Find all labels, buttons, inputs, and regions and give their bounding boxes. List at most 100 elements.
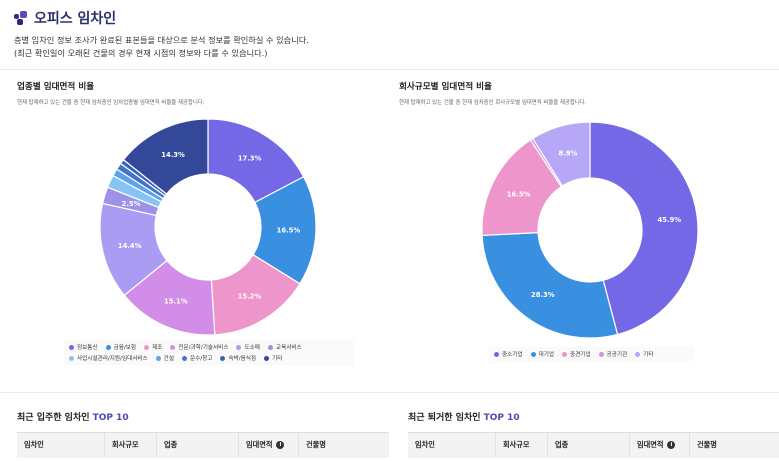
industry-donut-chart: 17.3% 16.5% 15.2% 15.1% 14.4% 2.5% 14.3%	[99, 118, 317, 336]
legend-item-제조[interactable]: 제조	[144, 343, 162, 351]
legend-item-숙박-음식점[interactable]: 숙박/음식점	[220, 354, 256, 362]
legend-dot	[494, 351, 499, 357]
legend-label: 제조	[152, 345, 163, 351]
info-icon[interactable]: i	[667, 441, 676, 449]
page-description-line2: (최근 확인일이 오래된 건물의 경우 현재 시점의 정보와 다를 수 있습니다…	[14, 48, 268, 58]
size-panel-subtitle: 현재 탑재하고 있는 건물 중 현재 임차중인 회사규모별 임대면적 비율을 제…	[399, 100, 587, 106]
legend-dot	[181, 355, 187, 361]
slice-중소기업[interactable]	[589, 121, 699, 336]
column-industry[interactable]: 업종	[157, 433, 239, 457]
recent-in-title-accent: TOP 10	[92, 413, 129, 423]
legend-dot	[69, 355, 74, 361]
legend-label: 사업시설관리/지원/임대서비스	[77, 356, 148, 362]
legend-item-교육서비스[interactable]: 교육서비스	[267, 343, 302, 351]
legend-dot	[69, 344, 74, 350]
legend-item-기타[interactable]: 기타	[635, 350, 654, 358]
legend-item-중소기업[interactable]: 중소기업	[494, 350, 523, 358]
column-company-size[interactable]: 회사규모	[496, 433, 548, 457]
slice-label-교육서비스: 2.5%	[122, 200, 141, 208]
column-industry[interactable]: 업종	[548, 433, 630, 457]
column-building-name[interactable]: 건물명	[697, 440, 717, 449]
recent-out-title-accent: TOP 10	[483, 413, 520, 423]
legend-item-전문-과학-기술서비스[interactable]: 전문/과학/기술서비스	[170, 343, 228, 351]
legend-label: 기타	[272, 356, 283, 362]
legend-label: 건설	[163, 356, 174, 362]
legend-label: 숙박/음식점	[228, 356, 257, 362]
column-building-name[interactable]: 건물명	[306, 440, 326, 449]
header-divider	[0, 69, 779, 70]
legend-dot	[155, 355, 161, 361]
legend-label: 대기업	[538, 352, 555, 358]
recent-in-title-text: 최근 입주한 임차인	[17, 413, 93, 423]
recent-in-table-header: 임차인 회사규모 업종 임대면적 i 건물명	[17, 432, 389, 458]
slice-label-기타: 8.9%	[558, 150, 577, 158]
legend-dot	[220, 355, 226, 361]
legend-label: 운수/창고	[189, 356, 213, 362]
legend-dot	[264, 355, 270, 361]
legend-item-공공기관[interactable]: 공공기관	[598, 350, 628, 358]
size-ratio-panel: 회사규모별 임대면적 비율 현재 탑재하고 있는 건물 중 현재 임차중인 회사…	[399, 80, 586, 106]
legend-item-기타[interactable]: 기타	[264, 354, 282, 362]
legend-item-중견기업[interactable]: 중견기업	[562, 350, 591, 358]
section-divider	[0, 392, 779, 393]
slice-대기업[interactable]	[481, 231, 619, 339]
industry-ratio-panel: 업종별 임대면적 비율 현재 탑재하고 있는 건물 중 현재 임차중인 임차업종…	[17, 80, 204, 106]
legend-label: 금융/보험	[113, 345, 137, 351]
legend-dot	[105, 344, 111, 350]
slice-label-중소기업: 45.9%	[658, 216, 682, 224]
slice-label-중견기업: 16.5%	[507, 190, 531, 198]
legend-item-대기업[interactable]: 대기업	[530, 350, 555, 358]
legend-dot	[635, 351, 641, 357]
legend-label: 전문/과학/기술서비스	[178, 345, 229, 351]
slice-label-정보통신: 17.3%	[238, 155, 262, 163]
legend-item-금융-보험[interactable]: 금융/보험	[105, 343, 137, 351]
slice-label-제조: 15.2%	[238, 293, 262, 301]
legend-label: 기타	[643, 352, 654, 358]
legend-dot	[267, 344, 273, 350]
legend-item-정보통신[interactable]: 정보통신	[69, 343, 98, 351]
legend-dot	[236, 344, 242, 350]
legend-label: 공공기관	[606, 352, 628, 358]
legend-label: 교육서비스	[275, 345, 302, 351]
column-lease-area[interactable]: 임대면적 i	[630, 433, 690, 457]
legend-dot	[598, 351, 604, 357]
page-header: 오피스 임차인 층별 임차인 정보 조사가 완료된 표본들을 대상으로 분석 정…	[14, 8, 774, 60]
column-lease-area-label: 임대면적	[637, 440, 664, 449]
page-description-line1: 층별 임차인 정보 조사가 완료된 표본들을 대상으로 분석 정보를 확인하실 …	[14, 35, 309, 45]
legend-item-도소매[interactable]: 도소매	[236, 343, 260, 351]
legend-item-사업시설관리-지원-임대서비스[interactable]: 사업시설관리/지원/임대서비스	[69, 354, 148, 362]
slice-label-도소매: 14.4%	[118, 242, 142, 250]
recent-out-title: 최근 퇴거한 임차인 TOP 10	[408, 410, 520, 423]
slice-기타[interactable]	[531, 121, 591, 187]
recent-out-title-text: 최근 퇴거한 임차인	[408, 413, 484, 423]
industry-panel-subtitle: 현재 탑재하고 있는 건물 중 현재 임차중인 임차업종별 임대면적 비율을 제…	[17, 100, 205, 106]
size-donut-chart: 45.9% 28.3% 16.5% 8.9%	[481, 121, 699, 339]
legend-item-운수-창고[interactable]: 운수/창고	[181, 354, 213, 362]
legend-label: 정보통신	[77, 345, 98, 351]
recent-out-table-header: 임차인 회사규모 업종 임대면적 i 건물명	[408, 432, 779, 458]
column-tenant[interactable]: 임차인	[408, 433, 496, 457]
industry-panel-title: 업종별 임대면적 비율	[17, 82, 95, 92]
slice-label-기타: 14.3%	[161, 151, 185, 159]
slice-label-전문-과학-기술서비스: 15.1%	[164, 297, 188, 305]
legend-item-건설[interactable]: 건설	[155, 354, 174, 362]
page-title: 오피스 임차인	[34, 11, 117, 27]
slice-기타[interactable]	[122, 118, 209, 195]
recent-in-title: 최근 입주한 임차인 TOP 10	[17, 410, 129, 423]
legend-dot	[144, 344, 150, 350]
legend-dot	[170, 344, 176, 350]
column-lease-area[interactable]: 임대면적 i	[239, 433, 299, 457]
slice-label-대기업: 28.3%	[531, 291, 555, 299]
slice-label-금융-보험: 16.5%	[277, 226, 301, 234]
legend-label: 중소기업	[502, 352, 523, 358]
legend-dot	[562, 351, 568, 357]
column-company-size[interactable]: 회사규모	[105, 433, 157, 457]
office-logo-icon	[14, 11, 28, 25]
size-panel-title: 회사규모별 임대면적 비율	[399, 82, 492, 92]
legend-label: 중견기업	[570, 352, 591, 358]
column-tenant[interactable]: 임차인	[17, 433, 105, 457]
info-icon[interactable]: i	[276, 441, 285, 449]
legend-label: 도소매	[244, 345, 260, 351]
legend-dot	[530, 351, 536, 357]
